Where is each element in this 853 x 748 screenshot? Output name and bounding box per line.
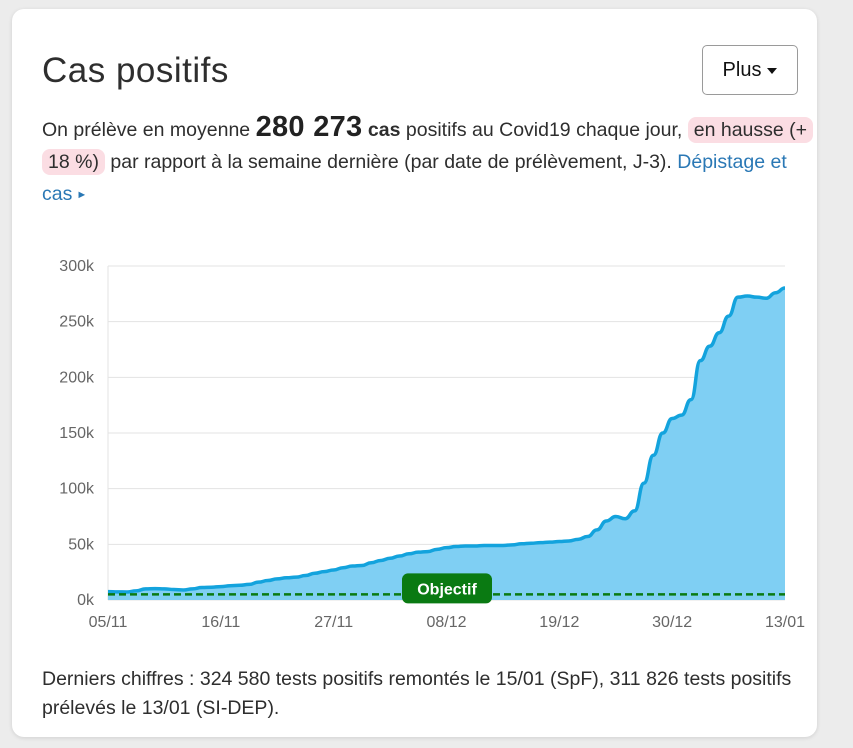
plus-dropdown-button[interactable]: Plus [702,45,798,95]
y-tick-label: 150k [59,425,95,442]
depistage-link[interactable]: Dépistage et cas ► [42,151,787,205]
depistage-link-label: Dépistage et cas [42,151,787,205]
daily-average-number: 280 273 [255,111,363,143]
x-tick-label: 08/12 [426,614,466,631]
x-tick-label: 19/12 [539,614,579,631]
caret-down-icon [767,68,778,74]
x-tick-label: 13/01 [765,614,805,631]
chart-area-fill [108,287,785,600]
objective-label: Objectif [417,581,477,598]
latest-figures-text: Derniers chiffres : 324 580 tests positi… [42,668,792,719]
summary-prefix: On prélève en moyenne [42,119,251,141]
card-title: Cas positifs [42,51,229,90]
cases-area-chart: 0k 50k 100k 150k 200k 250k 300k 05/11 16/11 27/1… [59,258,806,631]
y-tick-label: 50k [68,536,95,553]
x-axis: 05/11 16/11 27/11 08/12 19/12 30/12 13/01 [89,614,806,631]
positive-cases-card: Cas positifs Plus On prélève en moyenne … [12,9,817,737]
y-tick-label: 100k [59,481,95,498]
y-tick-label: 250k [59,314,95,331]
x-tick-label: 05/11 [89,614,128,631]
summary-text: On prélève en moyenne 280 273 cas positi… [42,111,814,211]
y-tick-label: 0k [77,592,95,609]
y-tick-label: 200k [59,369,95,386]
objective-group: Objectif [108,573,785,604]
summary-unit: cas [367,119,401,141]
x-tick-label: 16/11 [201,614,240,631]
y-tick-label: 300k [59,258,95,275]
chart-line [107,286,786,594]
x-tick-label: 27/11 [314,614,353,631]
plus-button-label: Plus [722,58,762,81]
summary-suffix: par rapport à la semaine dernière (par d… [110,151,672,173]
y-axis: 0k 50k 100k 150k 200k 250k 300k [59,258,95,609]
objective-badge [402,573,492,604]
summary-middle: positifs au Covid19 chaque jour, [405,119,683,141]
triangle-right-icon: ► [76,189,88,201]
x-tick-label: 30/12 [652,614,692,631]
